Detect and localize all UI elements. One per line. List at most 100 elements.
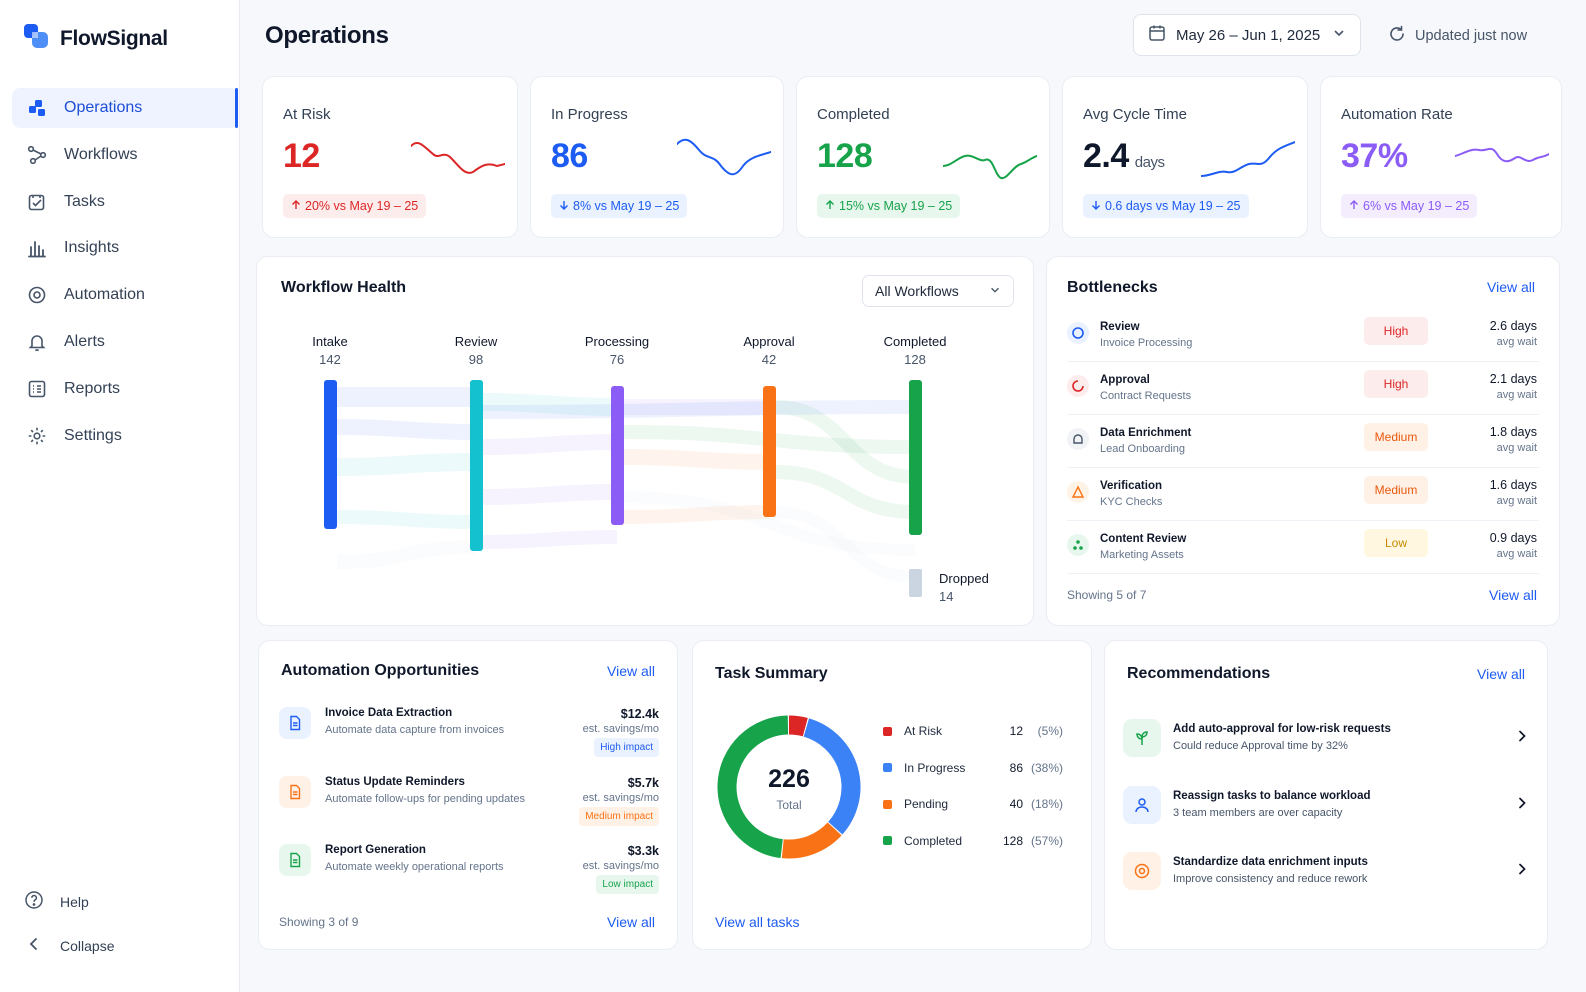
bottleneck-row[interactable]: Review Invoice Processing High 2.6 days avg …	[1067, 309, 1539, 362]
automation-item[interactable]: Report Generation Automate weekly operati…	[279, 838, 659, 904]
flowsignal-logo-icon	[22, 22, 50, 55]
sankey-flow	[775, 506, 916, 583]
brand[interactable]: FlowSignal	[22, 22, 168, 55]
sidebar-item-workflows[interactable]: Workflows	[12, 135, 238, 175]
recommendations-title: Recommendations	[1127, 665, 1271, 682]
kpi-number: 37%	[1341, 137, 1408, 175]
legend-value: 86	[1009, 760, 1023, 775]
bottleneck-title: Verification	[1100, 480, 1162, 492]
workflow-filter-select[interactable]: All Workflows	[862, 275, 1014, 307]
sidebar-item-reports[interactable]: Reports	[12, 369, 238, 409]
kpi-change-badge: 20% vs May 19 – 25	[283, 194, 427, 218]
date-range-picker[interactable]: May 26 – Jun 1, 2025	[1133, 14, 1361, 56]
bottleneck-title: Content Review	[1100, 533, 1187, 545]
recommendation-desc: 3 team members are over capacity	[1173, 806, 1343, 819]
refresh-status[interactable]: Updated just now	[1388, 25, 1527, 47]
kpi-value: 2.4 days	[1083, 137, 1165, 176]
collapse-button[interactable]: Collapse	[24, 934, 224, 957]
chevron-right-icon	[1515, 729, 1529, 743]
sankey-flow	[482, 434, 618, 455]
recommendation-item[interactable]: Standardize data enrichment inputs Improv…	[1123, 848, 1529, 898]
bottleneck-row[interactable]: Verification KYC Checks Medium 1.6 days avg …	[1067, 468, 1539, 521]
kpi-card-in-progress[interactable]: In Progress 86 8% vs May 19 – 25	[530, 76, 784, 238]
chevron-down-icon	[989, 283, 1001, 299]
bottleneck-workflow: Contract Requests	[1100, 390, 1192, 402]
bottlenecks-view-all-link[interactable]: View all	[1487, 279, 1535, 295]
kpi-card-automation-rate[interactable]: Automation Rate 37% 6% vs May 19 – 25	[1320, 76, 1562, 238]
bottlenecks-card: Bottlenecks View all Review Invoice Proce…	[1046, 256, 1560, 626]
impact-badge: High impact	[594, 738, 659, 757]
recommendation-title: Add auto-approval for low-risk requests	[1173, 723, 1391, 735]
sidebar-item-automation[interactable]: Automation	[12, 275, 238, 315]
recommendation-desc: Improve consistency and reduce rework	[1173, 873, 1368, 885]
collapse-label: Collapse	[60, 937, 115, 954]
sidebar-item-insights[interactable]: Insights	[12, 228, 238, 268]
legend-swatch	[883, 799, 892, 809]
stage-count: 128	[904, 352, 926, 367]
kpi-card-avg-cycle-time[interactable]: Avg Cycle Time 2.4 days 0.6 days vs May 19 …	[1062, 76, 1308, 238]
bottleneck-content-icon	[1067, 534, 1089, 556]
bottleneck-title: Data Enrichment	[1100, 427, 1192, 439]
document-icon	[279, 844, 311, 876]
sidebar-item-label: Workflows	[64, 145, 138, 163]
kpi-number: 86	[551, 137, 588, 175]
recommendation-item[interactable]: Add auto-approval for low-risk requests C…	[1123, 715, 1529, 765]
wait-note: avg wait	[1496, 548, 1537, 560]
recommendation-title: Reassign tasks to balance workload	[1173, 789, 1371, 802]
bottlenecks-footer-view-all-link[interactable]: View all	[1489, 587, 1537, 603]
help-icon	[24, 890, 44, 913]
help-link[interactable]: Help	[24, 890, 224, 913]
sidebar-item-settings[interactable]: Settings	[12, 416, 238, 456]
workflow-filter-value: All Workflows	[875, 283, 959, 299]
page-title: Operations	[265, 22, 389, 49]
donut-slice-at-risk	[788, 715, 808, 737]
sidebar-item-label: Tasks	[64, 192, 105, 210]
legend-value: 128	[1002, 833, 1023, 848]
automation-title: Automation Opportunities	[281, 662, 480, 679]
wait-value: 1.6 days	[1489, 478, 1537, 492]
kpi-label: In Progress	[551, 106, 628, 123]
kpi-card-at-risk[interactable]: At Risk 12 20% vs May 19 – 25	[262, 76, 518, 238]
user-icon	[1123, 785, 1161, 824]
kpi-sparkline	[677, 138, 771, 176]
legend-item: Pending 40 (18%)	[883, 794, 1063, 814]
kpi-card-completed[interactable]: Completed 128 15% vs May 19 – 25	[796, 76, 1050, 238]
bottleneck-workflow: KYC Checks	[1100, 496, 1163, 508]
bottlenecks-title: Bottlenecks	[1067, 279, 1158, 296]
savings-value: $3.3k	[627, 844, 659, 858]
priority-badge: High	[1364, 370, 1428, 398]
arrow-down-icon	[1091, 199, 1101, 213]
kpi-value: 86	[551, 137, 588, 176]
sidebar-item-label: Reports	[64, 379, 121, 397]
kpi-change-text: 0.6 days vs May 19 – 25	[1105, 199, 1241, 213]
stage-name: Completed	[883, 334, 947, 349]
bottleneck-row[interactable]: Approval Contract Requests High 2.1 days avg…	[1067, 362, 1539, 415]
automation-item[interactable]: Status Update Reminders Automate follow-u…	[279, 770, 659, 836]
recommendations-view-all-link[interactable]: View all	[1477, 666, 1525, 682]
kpi-label: Avg Cycle Time	[1083, 106, 1187, 123]
automation-item[interactable]: Invoice Data Extraction Automate data cap…	[279, 701, 659, 767]
bottleneck-workflow: Lead Onboarding	[1100, 443, 1186, 455]
impact-badge: Medium impact	[579, 806, 659, 826]
automation-footer-view-all-link[interactable]: View all	[607, 914, 655, 930]
view-all-tasks-link[interactable]: View all tasks	[715, 914, 800, 930]
bottleneck-wait: 1.8 days avg wait	[1490, 425, 1537, 454]
legend-item: Completed 128 (57%)	[883, 831, 1063, 851]
sidebar-item-tasks[interactable]: Tasks	[12, 182, 238, 222]
kpi-label: Completed	[817, 106, 890, 123]
bottleneck-workflow: Marketing Assets	[1100, 549, 1184, 561]
chevron-right-icon	[1515, 862, 1529, 876]
sankey-flow	[623, 491, 916, 556]
bottleneck-row[interactable]: Content Review Marketing Assets Low 0.9 day…	[1067, 521, 1539, 574]
legend-percent: (5%)	[1037, 724, 1063, 738]
sidebar-item-operations[interactable]: Operations	[12, 88, 238, 128]
sidebar-item-alerts[interactable]: Alerts	[12, 322, 238, 362]
bottleneck-row[interactable]: Data Enrichment Lead Onboarding Medium 1.8 …	[1067, 415, 1539, 468]
chevron-right-icon	[1515, 796, 1529, 810]
kpi-change-badge: 8% vs May 19 – 25	[551, 194, 688, 218]
priority-badge: Low	[1364, 529, 1428, 557]
bottleneck-title: Review	[1100, 321, 1140, 333]
recommendation-item[interactable]: Reassign tasks to balance workload 3 team…	[1123, 782, 1529, 832]
automation-view-all-link[interactable]: View all	[607, 663, 655, 679]
sankey-flow	[336, 419, 477, 440]
